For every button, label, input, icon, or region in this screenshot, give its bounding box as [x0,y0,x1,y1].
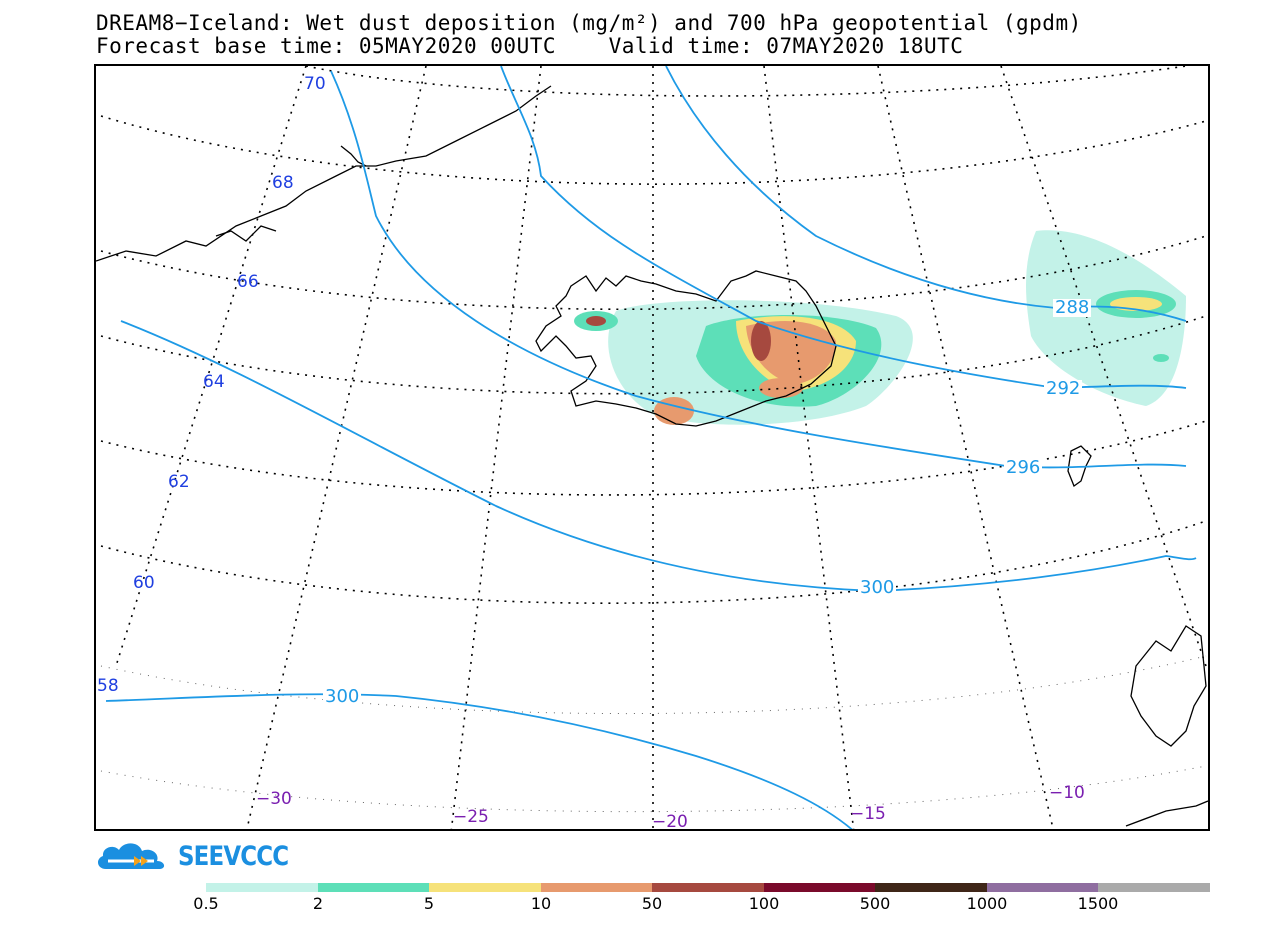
longitude-label-minus30: −30 [256,789,292,809]
longitude-label-minus10: −10 [1049,783,1085,803]
colorbar-segment [875,883,987,892]
map-title: DREAM8−Iceland: Wet dust deposition (mg/… [96,11,1082,35]
colorbar-label: 0.5 [193,894,219,913]
contour-label-300-south: 300 [323,686,362,707]
latitude-label-68: 68 [272,173,294,193]
colorbar-segment [763,883,875,892]
colorbar-label: 50 [641,894,663,913]
colorbar-label: 10 [530,894,552,913]
dust-deposition-shading [574,230,1186,425]
longitude-label-minus20: −20 [652,812,688,831]
latitude-label-64: 64 [203,372,225,392]
colorbar-label: 2 [312,894,324,913]
cloud-logo-icon [97,843,165,869]
latitude-label-58: 58 [97,676,119,696]
map-panel[interactable]: 70 68 66 64 62 60 58 −30 −25 −20 −15 −10… [94,64,1210,831]
colorbar-label: 1500 [1077,894,1119,913]
colorbar-label: 1000 [966,894,1008,913]
seevccc-logo: SEEVCCC [94,836,308,876]
geopotential-contours [105,66,1197,829]
logo-text: SEEVCCC [178,840,289,872]
contour-label-292: 292 [1044,378,1083,399]
colorbar [206,883,1210,892]
colorbar-segment [206,883,318,892]
latitude-label-60: 60 [133,573,155,593]
colorbar-segment [652,883,764,892]
coastlines [96,85,1208,827]
latitude-label-70: 70 [304,74,326,94]
longitude-label-minus25: −25 [453,807,489,827]
contour-label-296: 296 [1004,457,1043,478]
colorbar-label: 5 [423,894,435,913]
colorbar-label: 100 [748,894,780,913]
latitude-label-62: 62 [168,472,190,492]
colorbar-segment [1098,883,1210,892]
colorbar-segment [317,883,429,892]
colorbar-label: 500 [859,894,891,913]
contour-label-288: 288 [1053,297,1092,318]
latitude-graticule-faint [100,655,1207,813]
colorbar-segment [986,883,1098,892]
map-canvas [96,66,1208,829]
contour-label-300-east: 300 [858,577,897,598]
longitude-graticule [115,66,1207,829]
latitude-graticule [100,66,1207,604]
longitude-label-minus15: −15 [850,804,886,824]
colorbar-segment [540,883,652,892]
colorbar-segment [429,883,541,892]
forecast-time-subtitle: Forecast base time: 05MAY2020 00UTC Vali… [96,34,964,58]
latitude-label-66: 66 [237,272,259,292]
